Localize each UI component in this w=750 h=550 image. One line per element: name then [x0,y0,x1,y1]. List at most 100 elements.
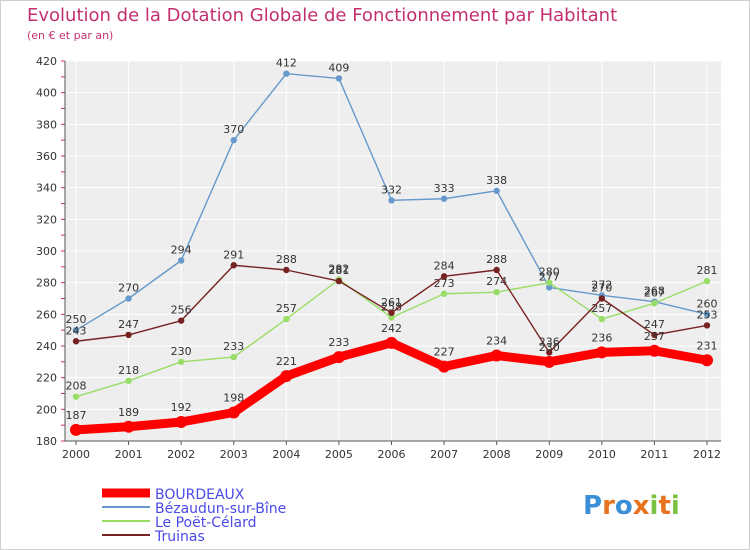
data-label: 253 [697,308,718,321]
data-point [227,406,240,419]
data-point [283,266,290,274]
data-label: 409 [328,61,349,74]
data-point [335,277,343,285]
data-point [651,300,658,307]
logo-letter: o [614,491,633,521]
y-tick-label: 280 [36,277,57,290]
data-label: 281 [328,264,349,277]
data-point [595,346,608,359]
data-point [648,344,661,357]
data-label: 270 [591,282,612,295]
x-tick-label: 2012 [693,448,721,461]
y-tick-label: 360 [36,150,57,163]
y-tick-label: 400 [36,87,57,100]
data-point [546,279,553,286]
data-point [440,290,448,297]
data-label: 227 [434,346,455,359]
data-label: 233 [328,336,349,349]
data-point [546,284,553,291]
data-point [72,326,80,334]
data-label: 198 [223,392,244,405]
data-point [703,322,711,329]
data-label: 272 [591,278,612,291]
data-point [125,295,132,302]
legend-label: Le Poët-Célard [155,515,257,531]
data-label: 267 [644,286,665,299]
x-tick-label: 2005 [325,448,353,461]
data-point [703,277,711,285]
data-label: 291 [223,248,244,261]
x-tick-label: 2001 [115,448,143,461]
data-label: 236 [539,335,560,348]
data-label: 192 [171,401,192,414]
data-point [175,416,188,428]
y-tick-label: 420 [36,55,57,68]
data-label: 370 [223,123,244,136]
data-label: 189 [118,406,139,419]
data-label: 256 [171,304,192,317]
x-tick-label: 2007 [430,448,458,461]
data-label: 338 [486,174,507,187]
y-tick-label: 320 [36,213,57,226]
y-tick-label: 180 [36,435,57,448]
chart-subtitle: (en € et par an) [27,29,114,42]
data-point [125,377,132,385]
data-point [332,351,345,364]
data-point [72,393,80,400]
data-point [177,358,185,366]
data-point [335,75,343,82]
data-point [703,311,711,318]
data-label: 230 [171,345,192,358]
data-label: 230 [539,341,560,354]
legend-label: BOURDEAUX [155,487,245,503]
data-point [388,197,395,204]
data-point [230,262,237,269]
data-point [177,317,185,324]
data-point [490,349,503,362]
data-label: 243 [66,324,87,337]
y-tick-label: 380 [36,118,57,131]
data-point [598,315,606,323]
y-tick-label: 260 [36,308,57,321]
data-label: 218 [118,364,139,377]
data-point [440,195,448,202]
x-tick-label: 2003 [220,448,248,461]
data-label: 257 [591,302,612,315]
logo-letter: t [658,491,671,521]
data-point [701,354,713,367]
data-point [438,360,451,373]
x-tick-label: 2006 [378,448,406,461]
x-tick-label: 2010 [588,448,616,461]
legend-label: Truinas [154,529,205,545]
data-point [493,187,500,195]
data-label: 270 [118,282,139,295]
legend-label: Bézaudun-sur-Bîne [155,501,286,517]
data-label: 281 [697,264,718,277]
data-point [70,423,82,436]
logo-letter: i [649,491,659,521]
data-label: 294 [171,244,192,257]
data-label: 187 [66,409,87,422]
data-point [283,70,290,77]
data-label: 277 [539,270,560,283]
data-point [122,420,135,433]
data-point [493,288,500,296]
data-label: 242 [381,322,402,335]
chart-title: Evolution de la Dotation Globale de Fonc… [27,5,618,26]
data-label: 288 [276,253,297,266]
data-point [230,136,237,144]
data-label: 221 [276,355,297,368]
data-label: 234 [486,335,507,348]
data-label: 284 [434,259,455,272]
data-label: 288 [486,253,507,266]
data-label: 250 [66,313,87,326]
data-label: 333 [434,182,455,195]
proxiti-logo: Proxiti [583,491,680,521]
data-point [230,353,237,361]
x-tick-label: 2009 [535,448,563,461]
data-label: 231 [697,339,718,352]
data-label: 280 [539,266,560,279]
logo-letter: r [602,491,615,521]
y-tick-label: 200 [36,403,57,416]
